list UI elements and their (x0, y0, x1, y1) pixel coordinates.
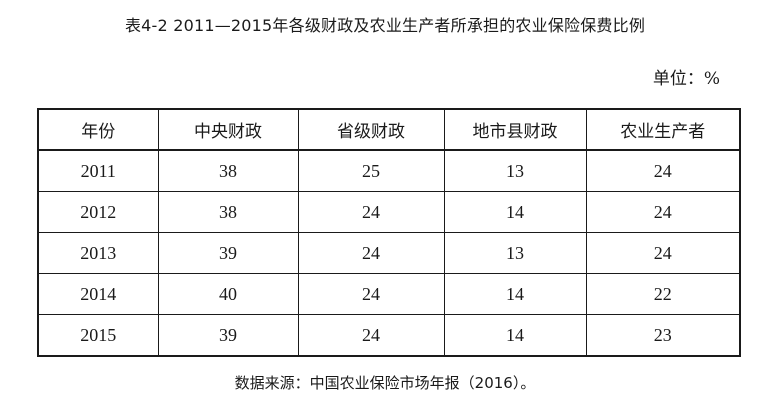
table-row: 2013 39 24 13 24 (37, 232, 741, 274)
cell-city-county: 14 (443, 273, 587, 315)
cell-city-county: 13 (443, 232, 587, 274)
premium-share-table: 年份 中央财政 省级财政 地市县财政 农业生产者 2011 38 25 13 2… (37, 108, 741, 357)
table-header-row: 年份 中央财政 省级财政 地市县财政 农业生产者 (37, 108, 741, 151)
cell-central: 40 (157, 273, 299, 315)
table-title: 表4-2 2011—2015年各级财政及农业生产者所承担的农业保险保费比例 (124, 16, 646, 35)
cell-year: 2012 (37, 191, 159, 233)
header-provincial: 省级财政 (297, 108, 445, 151)
table-row: 2014 40 24 14 22 (37, 273, 741, 315)
cell-year: 2013 (37, 232, 159, 274)
header-year: 年份 (37, 108, 159, 151)
cell-producers: 24 (585, 149, 741, 192)
cell-producers: 24 (585, 232, 741, 274)
cell-provincial: 24 (297, 314, 445, 357)
cell-provincial: 25 (297, 149, 445, 192)
table-row: 2015 39 24 14 23 (37, 314, 741, 357)
cell-producers: 24 (585, 191, 741, 233)
cell-central: 39 (157, 232, 299, 274)
header-city-county: 地市县财政 (443, 108, 587, 151)
cell-year: 2015 (37, 314, 159, 357)
cell-central: 38 (157, 149, 299, 192)
cell-provincial: 24 (297, 232, 445, 274)
cell-producers: 23 (585, 314, 741, 357)
header-central: 中央财政 (157, 108, 299, 151)
cell-city-county: 13 (443, 149, 587, 192)
table-row: 2011 38 25 13 24 (37, 149, 741, 192)
cell-city-county: 14 (443, 191, 587, 233)
cell-producers: 22 (585, 273, 741, 315)
cell-central: 38 (157, 191, 299, 233)
cell-provincial: 24 (297, 191, 445, 233)
data-source-note: 数据来源：中国农业保险市场年报（2016）。 (234, 374, 536, 392)
cell-central: 39 (157, 314, 299, 357)
header-producers: 农业生产者 (585, 108, 741, 151)
cell-year: 2014 (37, 273, 159, 315)
cell-city-county: 14 (443, 314, 587, 357)
table-row: 2012 38 24 14 24 (37, 191, 741, 233)
unit-label: 单位：% (652, 69, 720, 89)
cell-provincial: 24 (297, 273, 445, 315)
cell-year: 2011 (37, 149, 159, 192)
